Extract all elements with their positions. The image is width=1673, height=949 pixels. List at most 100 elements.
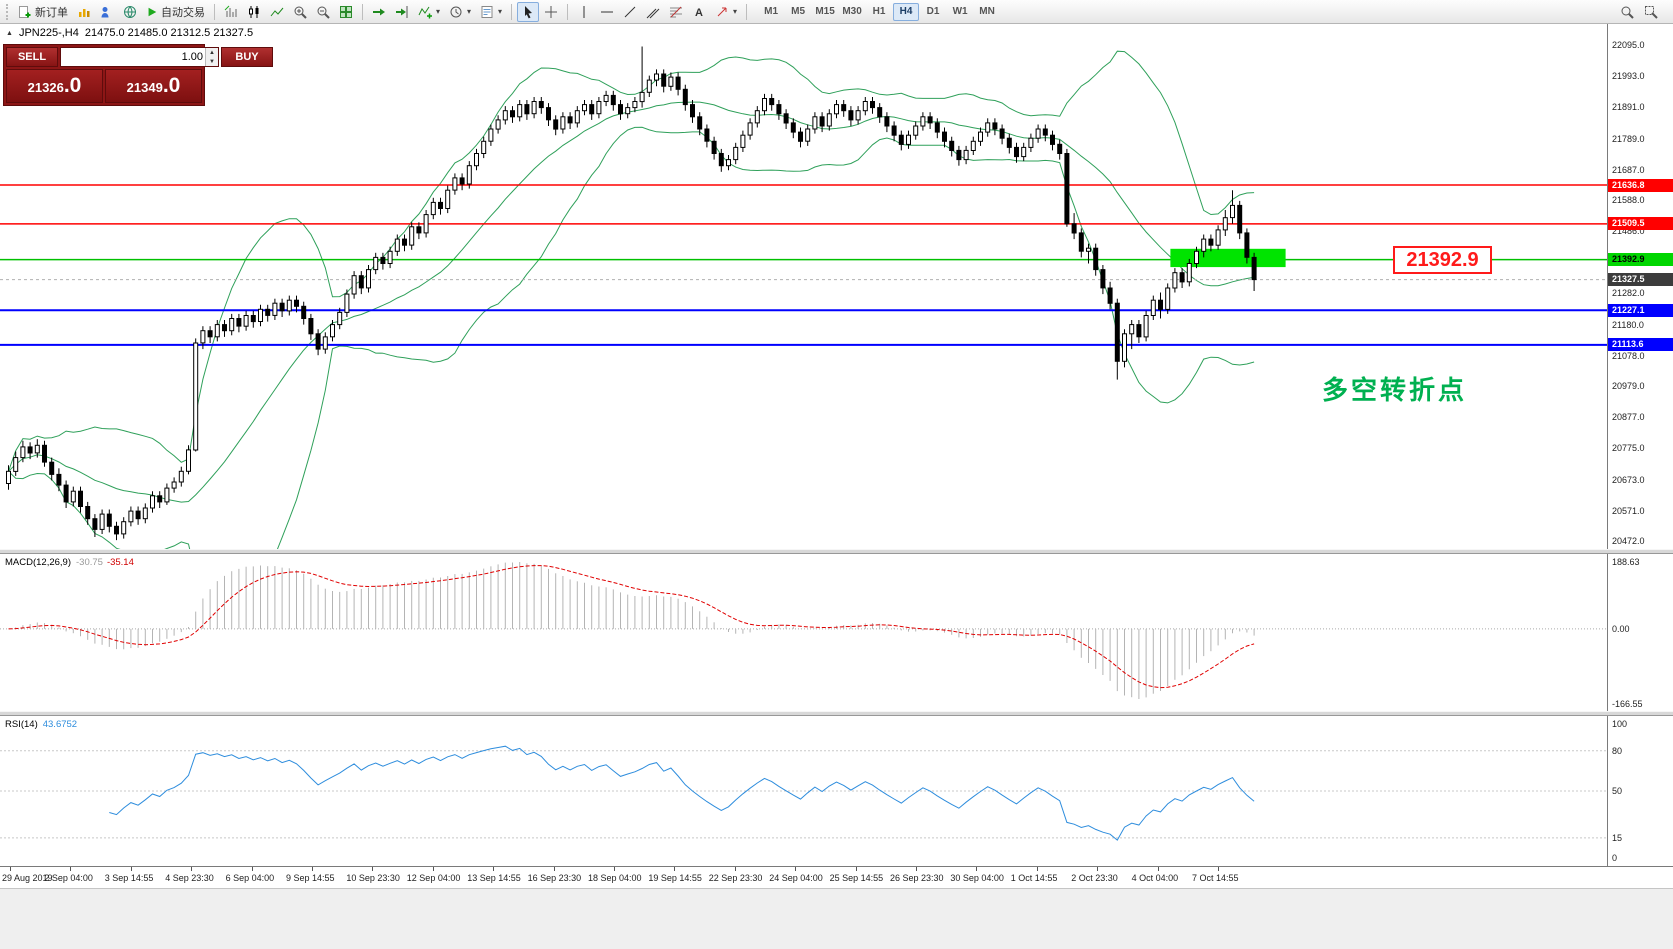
price-axis[interactable]: 22095.0 21993.0 21891.0 21789.0 21687.0 21588… — [1607, 24, 1673, 866]
candle — [920, 116, 926, 127]
channel-icon — [646, 8, 660, 18]
candle — [726, 159, 731, 167]
candle — [1194, 250, 1199, 265]
timeframe-m30-button[interactable]: M30 — [839, 3, 865, 21]
text-tool-button[interactable]: A — [688, 2, 710, 22]
arrows-tool-button[interactable]: ▾ — [711, 2, 741, 22]
timeframe-w1-button[interactable]: W1 — [947, 3, 973, 21]
candle — [409, 226, 415, 246]
time-tick — [734, 867, 736, 871]
volume-input[interactable] — [61, 48, 205, 66]
volume-down-button[interactable]: ▼ — [206, 57, 218, 66]
candle — [603, 94, 609, 103]
fibonacci-tool-button[interactable] — [665, 2, 687, 22]
buy-button[interactable]: BUY — [221, 47, 273, 67]
candle — [1186, 263, 1192, 283]
candle — [1006, 137, 1012, 148]
time-tick — [312, 867, 313, 871]
candle — [178, 470, 184, 483]
candlestick-chart-icon — [249, 5, 259, 18]
vertical-line-tool-button[interactable] — [573, 2, 595, 22]
macd-indicator-label: MACD(12,26,9) -30.75 -35.14 — [5, 557, 134, 568]
line-chart-button[interactable] — [266, 2, 288, 22]
timeframe-h4-button[interactable]: H4 — [893, 2, 920, 21]
timeframe-h1-button[interactable]: H1 — [866, 3, 892, 21]
channel-tool-button[interactable] — [642, 2, 664, 22]
candle — [330, 324, 335, 338]
new-order-label: 新订单 — [35, 6, 68, 19]
candle — [1064, 153, 1070, 225]
candle — [85, 506, 91, 520]
macd-canvas[interactable] — [0, 554, 1607, 711]
candle — [906, 134, 911, 145]
candle — [142, 507, 148, 520]
time-tick — [10, 867, 11, 871]
candle — [877, 107, 883, 118]
timeframe-m15-button[interactable]: M15 — [812, 3, 838, 21]
candle — [164, 487, 170, 503]
bottom-strip — [0, 888, 1673, 949]
candle — [891, 125, 897, 136]
new-order-button[interactable]: 新订单 — [14, 2, 72, 22]
data-window-icon — [101, 6, 109, 17]
market-watch-button[interactable] — [73, 2, 95, 22]
candle — [92, 518, 98, 530]
time-label: 9 Sep 14:55 — [286, 873, 335, 883]
bar-chart-button[interactable] — [220, 2, 242, 22]
one-click-toggle-icon[interactable]: ▲ — [6, 29, 13, 37]
candle — [337, 311, 343, 326]
candle — [582, 104, 587, 112]
zoom-out-button[interactable] — [312, 2, 334, 22]
zoom-in-button[interactable] — [289, 2, 311, 22]
panel-splitter[interactable] — [0, 549, 1673, 554]
trendline-tool-button[interactable] — [619, 2, 641, 22]
search-button[interactable] — [1616, 2, 1638, 22]
buy-price-button[interactable]: 21349.0 — [105, 69, 202, 103]
indicators-icon — [418, 6, 432, 18]
volume-up-button[interactable]: ▲ — [206, 48, 218, 57]
chart-shift-button[interactable] — [391, 2, 413, 22]
timeframe-m1-button[interactable]: M1 — [758, 3, 784, 21]
axis-label: 0.00 — [1612, 623, 1630, 634]
time-tick — [70, 867, 72, 871]
time-axis[interactable]: 29 Aug 2019 2 Sep 04:00 3 Sep 14:55 4 Sep 2… — [0, 866, 1673, 888]
candle — [1014, 146, 1019, 158]
navigator-button[interactable] — [119, 2, 141, 22]
candle — [186, 449, 191, 472]
timeframe-m5-button[interactable]: M5 — [785, 3, 811, 21]
sell-button[interactable]: SELL — [6, 47, 58, 67]
auto-scroll-button[interactable] — [368, 2, 390, 22]
templates-button[interactable]: ▾ — [476, 2, 506, 22]
candle — [574, 110, 580, 124]
chevron-down-icon: ▾ — [436, 7, 441, 16]
crosshair-tool-button[interactable] — [540, 2, 562, 22]
toolbar-grip[interactable] — [6, 3, 10, 20]
axis-label: 21789.0 — [1612, 133, 1645, 144]
candle — [776, 104, 782, 115]
tile-windows-button[interactable] — [335, 2, 357, 22]
rsi-canvas[interactable] — [0, 716, 1607, 866]
timeframe-mn-button[interactable]: MN — [974, 3, 1000, 21]
horizontal-line-tool-button[interactable] — [596, 2, 618, 22]
toolbar-separator — [214, 3, 215, 20]
sell-price-button[interactable]: 21326.0 — [6, 69, 103, 103]
data-window-button[interactable] — [96, 2, 118, 22]
panel-splitter[interactable] — [0, 711, 1673, 716]
candle — [690, 104, 695, 118]
candle — [834, 104, 839, 115]
candle — [985, 122, 991, 133]
cursor-tool-button[interactable] — [517, 1, 540, 22]
timeframe-d1-button[interactable]: D1 — [920, 3, 946, 21]
candle — [762, 98, 767, 112]
candle — [1129, 324, 1135, 335]
indicators-button[interactable]: ▾ — [414, 2, 444, 22]
time-tick — [251, 867, 253, 871]
price-chart-canvas[interactable] — [0, 24, 1607, 549]
candle — [308, 318, 314, 335]
candle — [1057, 143, 1063, 155]
periods-button[interactable]: ▾ — [445, 2, 475, 22]
candle — [56, 473, 62, 486]
auto-trading-button[interactable]: 自动交易 — [142, 2, 209, 22]
candlestick-chart-button[interactable] — [243, 2, 265, 22]
zoom-area-button[interactable] — [1640, 2, 1662, 22]
